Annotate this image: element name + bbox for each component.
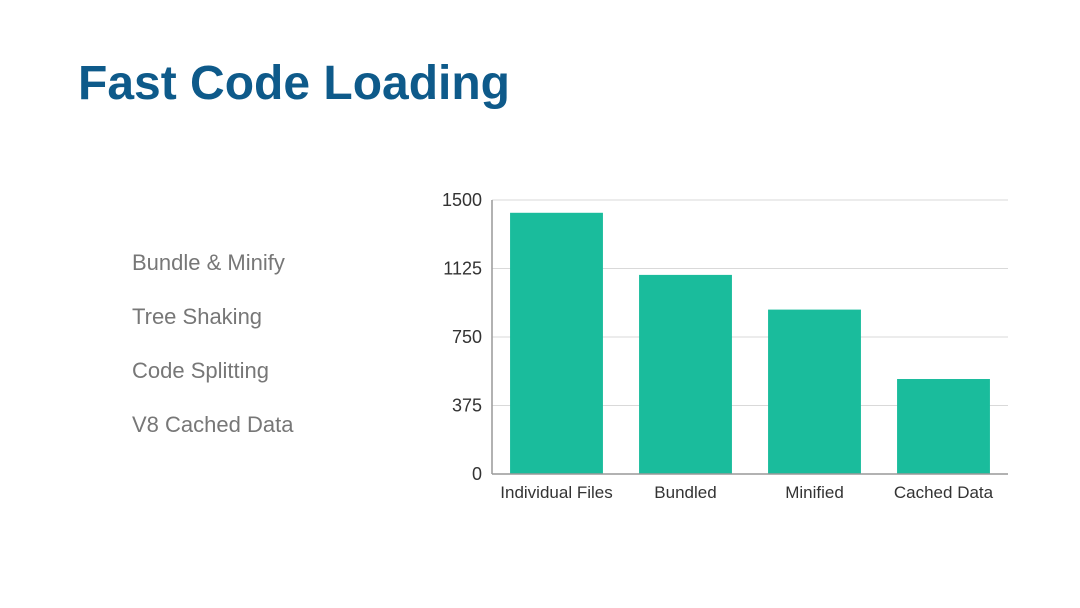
x-category-label: Cached Data [894, 483, 994, 502]
bar [897, 379, 990, 474]
techniques-list: Bundle & Minify Tree Shaking Code Splitt… [132, 250, 293, 438]
x-category-label: Bundled [654, 483, 716, 502]
y-tick-label: 0 [472, 464, 482, 484]
bar [639, 275, 732, 474]
list-item: Tree Shaking [132, 304, 293, 330]
bar-chart-svg: 0 375 750 1125 1500 Individual Files Bundled Mi… [400, 190, 1020, 510]
page-title: Fast Code Loading [78, 56, 510, 111]
y-tick-label: 375 [452, 396, 482, 416]
list-item: Code Splitting [132, 358, 293, 384]
x-category-label: Minified [785, 483, 844, 502]
bar [510, 213, 603, 474]
bar [768, 310, 861, 474]
x-category-label: Individual Files [500, 483, 612, 502]
y-tick-label: 750 [452, 327, 482, 347]
list-item: V8 Cached Data [132, 412, 293, 438]
y-tick-label: 1125 [443, 259, 482, 279]
y-tick-label: 1500 [442, 190, 482, 210]
list-item: Bundle & Minify [132, 250, 293, 276]
loading-bar-chart: 0 375 750 1125 1500 Individual Files Bundled Mi… [400, 190, 1020, 510]
